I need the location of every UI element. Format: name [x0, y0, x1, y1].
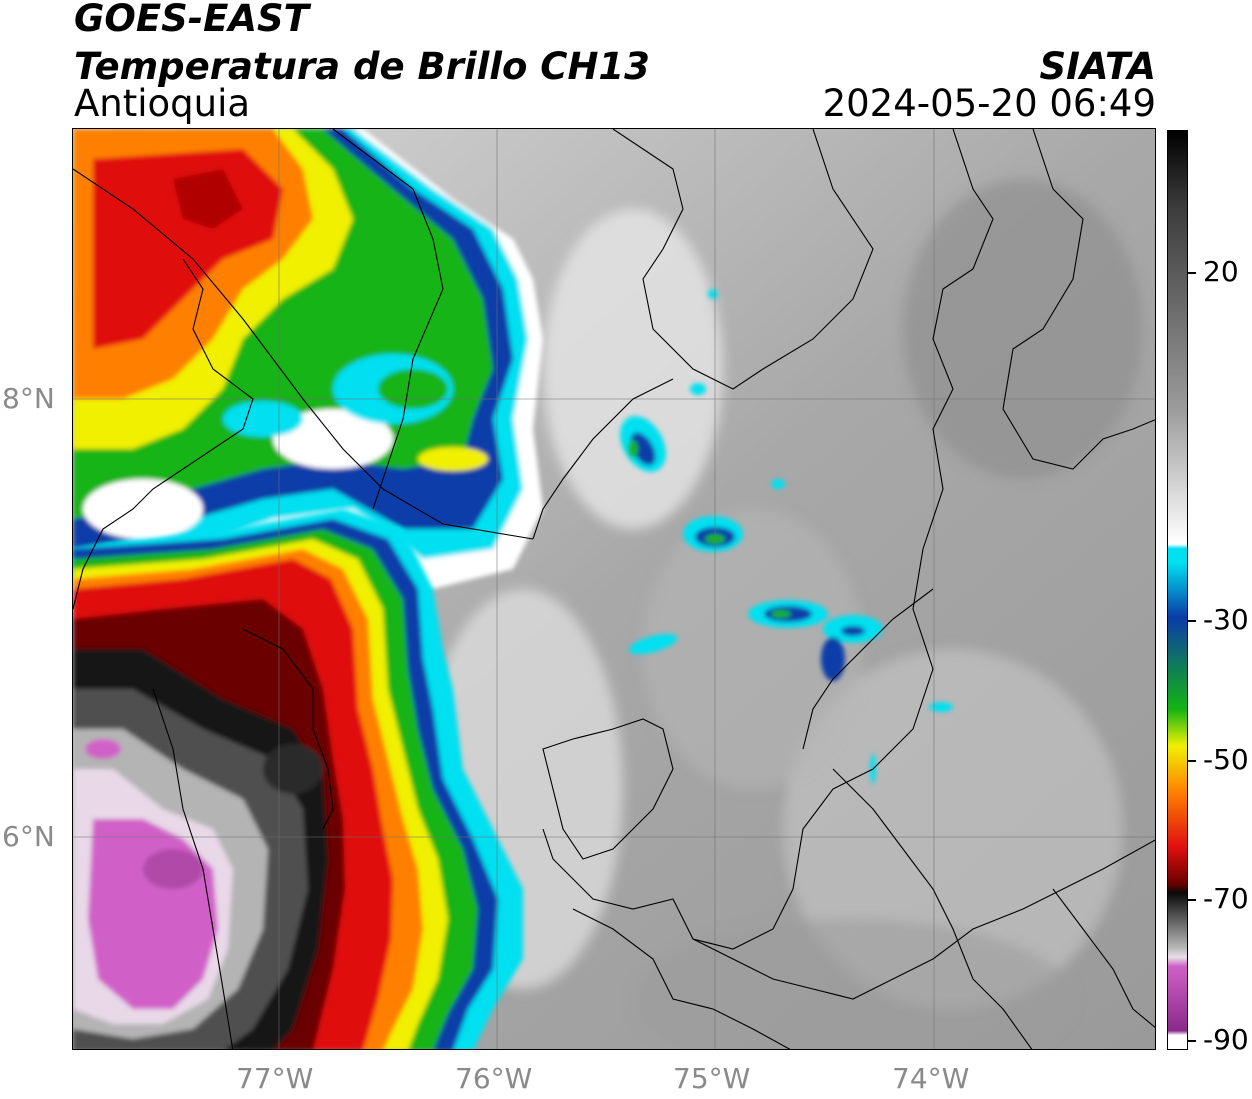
colorbar-tick: [1188, 1040, 1196, 1042]
lon-label-76w: 76°W: [455, 1062, 533, 1095]
satellite-map: [72, 128, 1156, 1050]
colorbar-tick: [1188, 899, 1196, 901]
colorbar-label-20: 20: [1203, 255, 1239, 288]
lon-label-74w: 74°W: [892, 1062, 970, 1095]
colorbar-label-minus30: -30: [1203, 603, 1249, 636]
satellite-title: GOES-EAST: [74, 0, 309, 40]
scattered-cells: [620, 289, 953, 784]
colorbar-tick: [1188, 760, 1196, 762]
colorbar-label-minus70: -70: [1203, 882, 1249, 915]
colorbar-label-minus50: -50: [1203, 743, 1249, 776]
datetime-label: 2024-05-20 06:49: [822, 82, 1156, 125]
colorbar-label-minus90: -90: [1203, 1023, 1249, 1056]
agency-label: SIATA: [1039, 45, 1156, 88]
boundaries: [73, 129, 1155, 1049]
product-title: Temperatura de Brillo CH13: [74, 45, 650, 88]
graticule: [73, 129, 1155, 1049]
lat-label-6n: 6°N: [2, 820, 55, 853]
colorbar: [1167, 130, 1188, 1050]
southern-storm-system: [73, 509, 523, 1049]
gray-texture: [423, 179, 1143, 1049]
lon-label-75w: 75°W: [673, 1062, 751, 1095]
lon-label-77w: 77°W: [236, 1062, 314, 1095]
lat-label-8n: 8°N: [2, 382, 55, 415]
colorbar-tick: [1188, 272, 1196, 274]
region-label: Antioquia: [74, 82, 251, 125]
northern-storm-system: [73, 129, 543, 599]
colorbar-tick: [1188, 620, 1196, 622]
